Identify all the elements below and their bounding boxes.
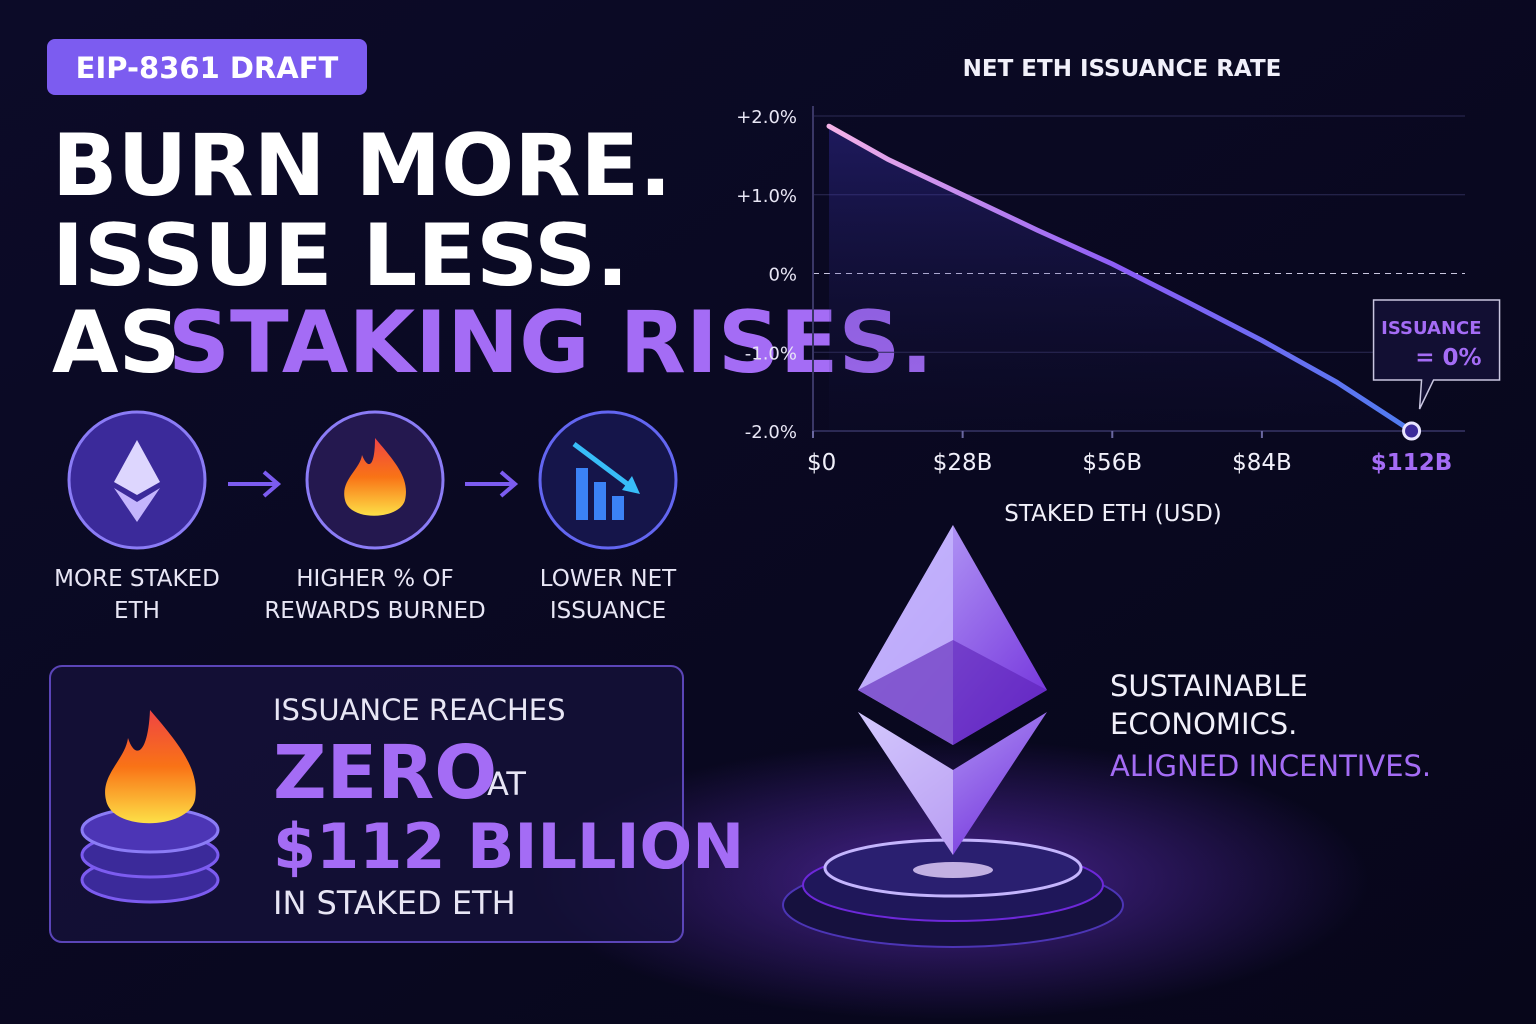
y-tick-label: 0% [768,265,797,286]
step-label: HIGHER % OF [296,566,454,592]
step-label: REWARDS BURNED [264,598,485,624]
headline: ISSUE LESS. [52,206,629,306]
callout-outro: IN STAKED ETH [273,884,516,922]
x-tick-label: $0 [807,450,836,476]
coin-stack [80,710,220,904]
y-tick-label: +1.0% [736,186,797,207]
x-tick-label: $112B [1371,450,1453,476]
callout-at: AT [487,765,526,803]
y-tick-label: -2.0% [745,422,797,443]
annotation: ISSUANCE [1381,318,1481,339]
callout-amount: $112 BILLION [273,810,744,883]
y-tick-label: -1.0% [745,343,797,364]
y-tick-label: +2.0% [736,107,797,128]
step-label: MORE STAKED [54,566,220,592]
tagline: ECONOMICS. [1110,707,1297,741]
step-label: ISSUANCE [550,598,666,624]
x-tick-label: $56B [1082,450,1142,476]
step-icons [67,410,678,550]
headline-accent: STAKING RISES. [168,293,933,393]
annotation-box [1372,299,1501,410]
step-label: ETH [114,598,160,624]
tagline: SUSTAINABLE [1110,669,1308,703]
headline: BURN MORE. [52,116,672,216]
headline: AS [52,293,181,393]
step-label: LOWER NET [540,566,677,592]
callout-zero: ZERO [273,730,497,816]
eth-logo [782,525,1124,948]
badge-bg [47,39,367,95]
badge: EIP-8361 DRAFT [76,51,339,85]
end-point [1402,421,1422,441]
x-tick-label: $84B [1232,450,1292,476]
annotation: = 0% [1415,345,1481,371]
callout-intro: ISSUANCE REACHES [273,693,566,727]
line [826,123,1415,434]
x-tick-label: $28B [933,450,993,476]
tagline-accent: ALIGNED INCENTIVES. [1110,749,1431,783]
chart-title: NET ETH ISSUANCE RATE [963,56,1282,82]
x-axis-label: STAKED ETH (USD) [1004,501,1222,527]
